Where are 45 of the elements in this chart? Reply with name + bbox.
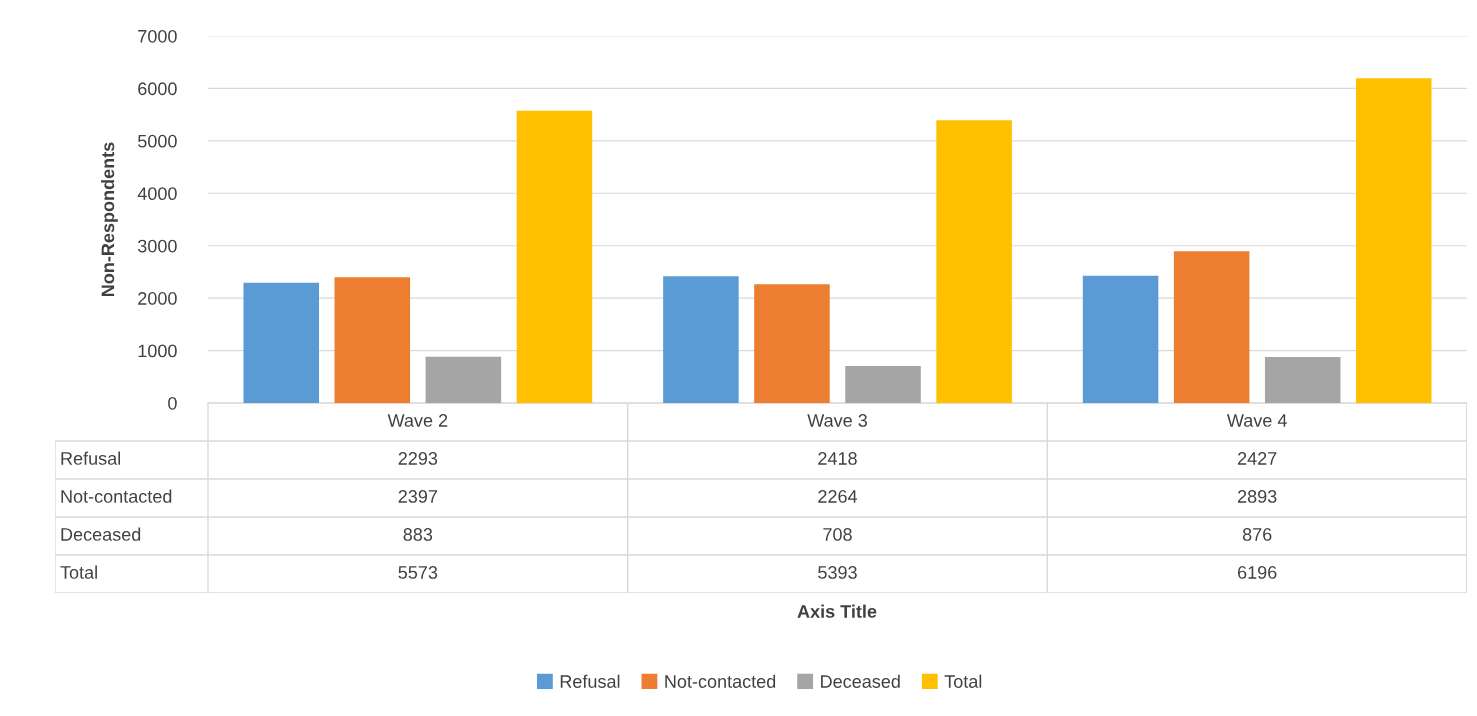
data-label: 5393 — [818, 566, 857, 579]
data-label: 2264 — [818, 490, 858, 503]
bar — [334, 277, 411, 403]
text: Not-contacted — [61, 489, 172, 503]
bar — [1173, 251, 1250, 403]
data-label: 876 — [1242, 528, 1272, 541]
x-tick-label: Wave 3 — [807, 414, 867, 427]
bar — [754, 284, 830, 403]
bar — [425, 356, 502, 403]
y-tick-label: 3000 — [137, 239, 177, 253]
data-label: 2293 — [398, 452, 438, 465]
data-label: 883 — [403, 528, 433, 541]
legend-label: Not-contacted — [665, 674, 776, 688]
x-tick-label: Wave 2 — [387, 414, 448, 427]
x-tick-label: Wave 4 — [1226, 414, 1287, 427]
bar — [845, 365, 921, 403]
bar — [516, 110, 593, 403]
data-label: 708 — [823, 528, 852, 541]
data-label: 5573 — [398, 566, 438, 579]
bar — [663, 276, 739, 403]
y-tick-label: 0 — [168, 396, 177, 410]
y-axis-title: Non-Respondents — [101, 142, 118, 297]
y-tick-label: 7000 — [138, 29, 177, 43]
legend-label: Deceased — [821, 674, 900, 688]
bar — [243, 282, 319, 403]
text: Axis Title — [797, 604, 877, 618]
bar — [1264, 357, 1341, 403]
data-label: 2418 — [818, 452, 857, 465]
bar — [936, 120, 1012, 403]
bar — [1356, 78, 1432, 403]
text: Refusal — [61, 451, 121, 465]
legend-label: Total — [944, 674, 982, 688]
y-tick-label: 2000 — [138, 292, 177, 305]
data-label: 2427 — [1237, 452, 1277, 465]
text: Deceased — [61, 527, 141, 541]
data-label: 2893 — [1237, 490, 1277, 503]
y-tick-label: 5000 — [138, 134, 177, 148]
bar — [1082, 275, 1159, 403]
data-label: 6196 — [1238, 566, 1277, 579]
y-tick-label: 6000 — [138, 82, 177, 96]
legend-label: Refusal — [560, 674, 620, 688]
data-label: 2397 — [398, 490, 438, 503]
text: Total — [60, 565, 97, 579]
y-tick-label: 4000 — [137, 187, 177, 201]
y-tick-label: 1000 — [138, 344, 177, 358]
